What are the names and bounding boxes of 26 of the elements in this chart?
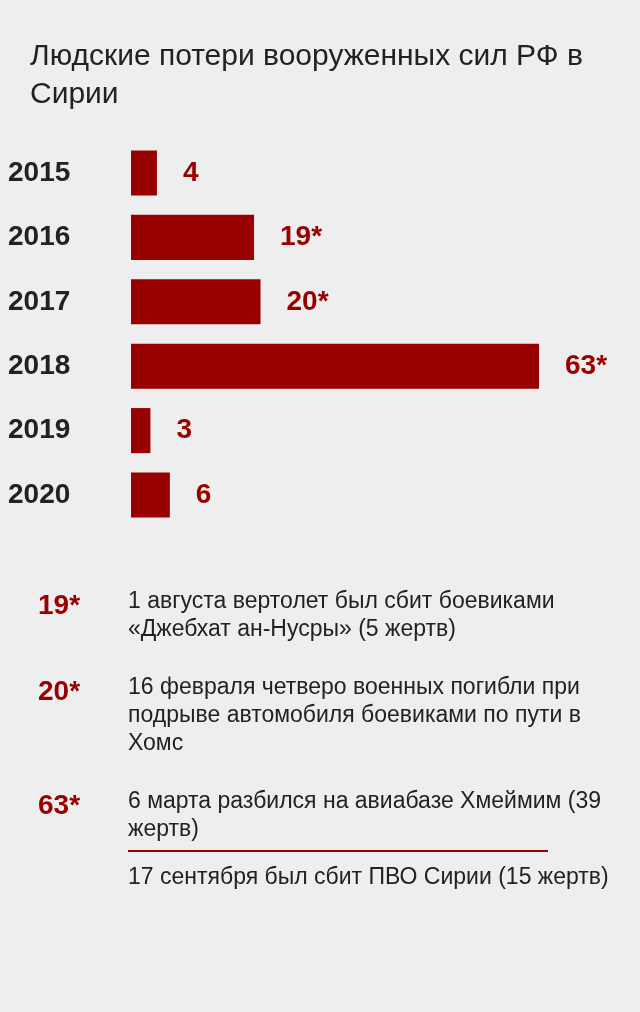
bar xyxy=(131,150,157,196)
text: 16 февраля четверо военных погибли при подрыве автомобиля боевиками по пути в Хомс xyxy=(128,672,582,756)
data-label: 6 xyxy=(195,477,212,509)
text: 20* xyxy=(38,675,81,706)
data-label: 20* xyxy=(286,284,329,316)
y-tick-label: 2016 xyxy=(8,220,71,252)
data-label: 19* xyxy=(280,220,323,252)
data-label: 63* xyxy=(565,348,608,380)
text: 19* xyxy=(38,589,81,620)
y-tick-label: 2015 xyxy=(8,155,71,187)
text: 6 марта разбился на авиабазе Хмеймим (39 жертв) xyxy=(128,786,602,842)
chart-title: Людские потери вооруженных сил РФ в Сирии xyxy=(29,37,584,111)
text: 1 августа вертолет был сбит боевиками «Джебхат ан-Нусры» (5 жертв) xyxy=(128,586,556,642)
y-tick-label: 2019 xyxy=(8,413,71,445)
bar xyxy=(131,472,170,518)
text: 17 сентября был сбит ПВО Сирии (15 жертв) xyxy=(128,862,610,890)
y-tick-label: 2020 xyxy=(8,477,71,509)
text: 63* xyxy=(38,789,81,820)
data-label: 3 xyxy=(176,413,193,445)
bar xyxy=(131,408,151,454)
bar xyxy=(131,214,255,260)
data-label: 4 xyxy=(182,155,199,187)
y-tick-label: 2018 xyxy=(8,348,71,380)
bar xyxy=(131,279,261,325)
bar xyxy=(131,343,539,389)
y-tick-label: 2017 xyxy=(8,284,71,316)
